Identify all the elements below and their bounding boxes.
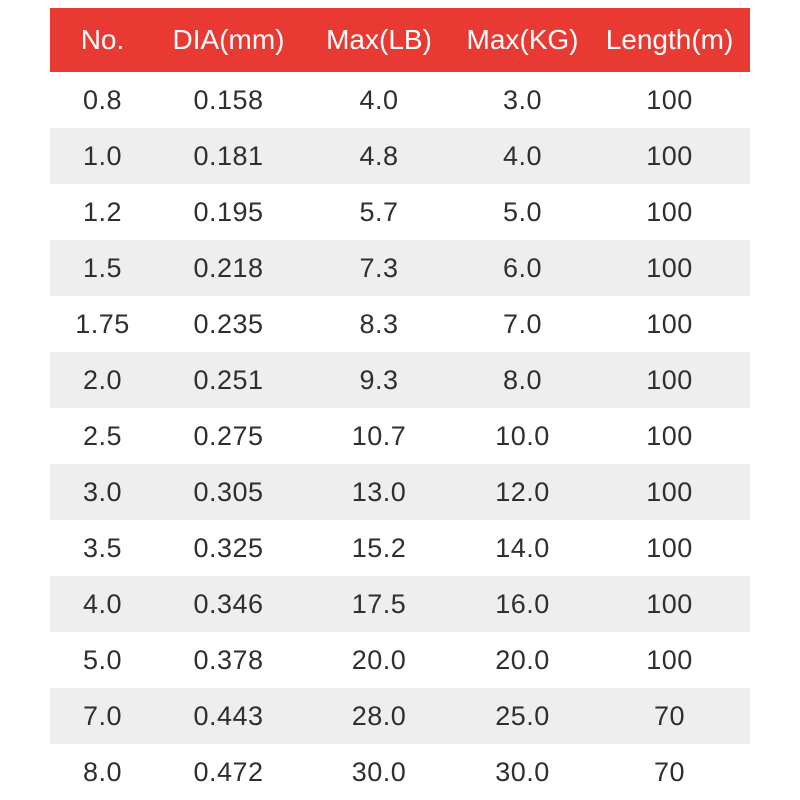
table-cell: 0.443 <box>193 700 264 731</box>
column-header-dia: DIA(mm) <box>155 8 302 72</box>
table-row: 5.0 0.378 20.0 20.0 100 <box>50 632 750 688</box>
table-cell: 2.0 <box>82 364 123 395</box>
table-cell: 1.75 <box>75 308 130 339</box>
table-row: 3.5 0.325 15.2 14.0 100 <box>50 520 750 576</box>
table-cell: 10.7 <box>351 420 407 451</box>
table-cell: 1.0 <box>82 140 123 171</box>
table-cell: 9.3 <box>359 364 399 395</box>
table-cell: 0.346 <box>193 588 264 619</box>
table-cell: 0.472 <box>193 756 264 787</box>
table-cell: 7.0 <box>82 700 123 731</box>
table-row: 3.0 0.305 13.0 12.0 100 <box>50 464 750 520</box>
table-cell: 0.218 <box>193 252 264 283</box>
table-cell: 20.0 <box>495 644 550 675</box>
column-header-no: No. <box>50 8 155 72</box>
table-cell: 100 <box>646 476 693 507</box>
table-cell: 0.195 <box>193 196 264 227</box>
table-cell: 6.0 <box>502 252 543 283</box>
table-cell: 0.158 <box>193 84 264 115</box>
table-row: 2.5 0.275 10.7 10.0 100 <box>50 408 750 464</box>
spec-table-container: No. DIA(mm) Max(LB) Max(KG) Length(m) 0.… <box>50 8 750 800</box>
spec-table-body: 0.8 0.158 4.0 3.0 100 1.0 0.181 4.8 4.0 100 1.2 0.1… <box>50 72 750 800</box>
table-cell: 25.0 <box>495 700 550 731</box>
table-cell: 100 <box>646 644 693 675</box>
table-cell: 0.235 <box>193 308 264 339</box>
table-cell: 0.275 <box>193 420 264 451</box>
table-cell: 28.0 <box>351 700 407 731</box>
table-cell: 0.325 <box>193 532 264 563</box>
table-cell: 7.0 <box>502 308 543 339</box>
table-row: 7.0 0.443 28.0 25.0 70 <box>50 688 750 744</box>
table-cell: 8.0 <box>82 756 123 787</box>
table-row: 0.8 0.158 4.0 3.0 100 <box>50 72 750 128</box>
table-cell: 70 <box>653 700 686 731</box>
table-cell: 5.7 <box>359 196 399 227</box>
table-cell: 30.0 <box>351 756 407 787</box>
table-cell: 4.0 <box>502 140 543 171</box>
table-row: 1.75 0.235 8.3 7.0 100 <box>50 296 750 352</box>
table-cell: 100 <box>646 308 693 339</box>
table-cell: 100 <box>646 84 693 115</box>
table-cell: 12.0 <box>495 476 550 507</box>
column-header-max-kg: Max(KG) <box>456 8 589 72</box>
table-cell: 17.5 <box>351 588 407 619</box>
table-cell: 13.0 <box>351 476 407 507</box>
table-cell: 8.0 <box>502 364 543 395</box>
table-cell: 3.0 <box>82 476 123 507</box>
table-row: 1.5 0.218 7.3 6.0 100 <box>50 240 750 296</box>
column-header-length: Length(m) <box>589 8 750 72</box>
table-cell: 16.0 <box>495 588 550 619</box>
table-cell: 0.378 <box>193 644 264 675</box>
table-cell: 4.0 <box>82 588 123 619</box>
table-cell: 14.0 <box>495 532 550 563</box>
column-header-max-lb: Max(LB) <box>302 8 456 72</box>
header-row: No. DIA(mm) Max(LB) Max(KG) Length(m) <box>50 8 750 72</box>
table-cell: 7.3 <box>359 252 399 283</box>
table-cell: 1.5 <box>82 252 123 283</box>
table-cell: 4.8 <box>359 140 399 171</box>
table-cell: 3.5 <box>82 532 123 563</box>
table-cell: 100 <box>646 420 693 451</box>
spec-table: No. DIA(mm) Max(LB) Max(KG) Length(m) 0.… <box>50 8 750 800</box>
table-row: 1.0 0.181 4.8 4.0 100 <box>50 128 750 184</box>
spec-table-header: No. DIA(mm) Max(LB) Max(KG) Length(m) <box>50 8 750 72</box>
table-cell: 100 <box>646 532 693 563</box>
table-cell: 0.305 <box>193 476 264 507</box>
table-cell: 100 <box>646 364 693 395</box>
table-cell: 8.3 <box>359 308 399 339</box>
table-cell: 100 <box>646 196 693 227</box>
table-cell: 30.0 <box>495 756 550 787</box>
table-row: 1.2 0.195 5.7 5.0 100 <box>50 184 750 240</box>
table-row: 8.0 0.472 30.0 30.0 70 <box>50 744 750 800</box>
table-cell: 0.181 <box>193 140 264 171</box>
table-row: 2.0 0.251 9.3 8.0 100 <box>50 352 750 408</box>
table-cell: 5.0 <box>82 644 123 675</box>
table-cell: 1.2 <box>82 196 123 227</box>
table-cell: 100 <box>646 252 693 283</box>
table-cell: 70 <box>653 756 686 787</box>
table-cell: 10.0 <box>495 420 550 451</box>
table-cell: 100 <box>646 140 693 171</box>
table-cell: 15.2 <box>351 532 407 563</box>
table-row: 4.0 0.346 17.5 16.0 100 <box>50 576 750 632</box>
table-cell: 100 <box>646 588 693 619</box>
table-cell: 20.0 <box>351 644 407 675</box>
table-cell: 0.8 <box>82 84 123 115</box>
table-cell: 3.0 <box>502 84 543 115</box>
table-cell: 2.5 <box>82 420 123 451</box>
table-cell: 0.251 <box>193 364 264 395</box>
table-cell: 4.0 <box>359 84 399 115</box>
table-cell: 5.0 <box>502 196 543 227</box>
